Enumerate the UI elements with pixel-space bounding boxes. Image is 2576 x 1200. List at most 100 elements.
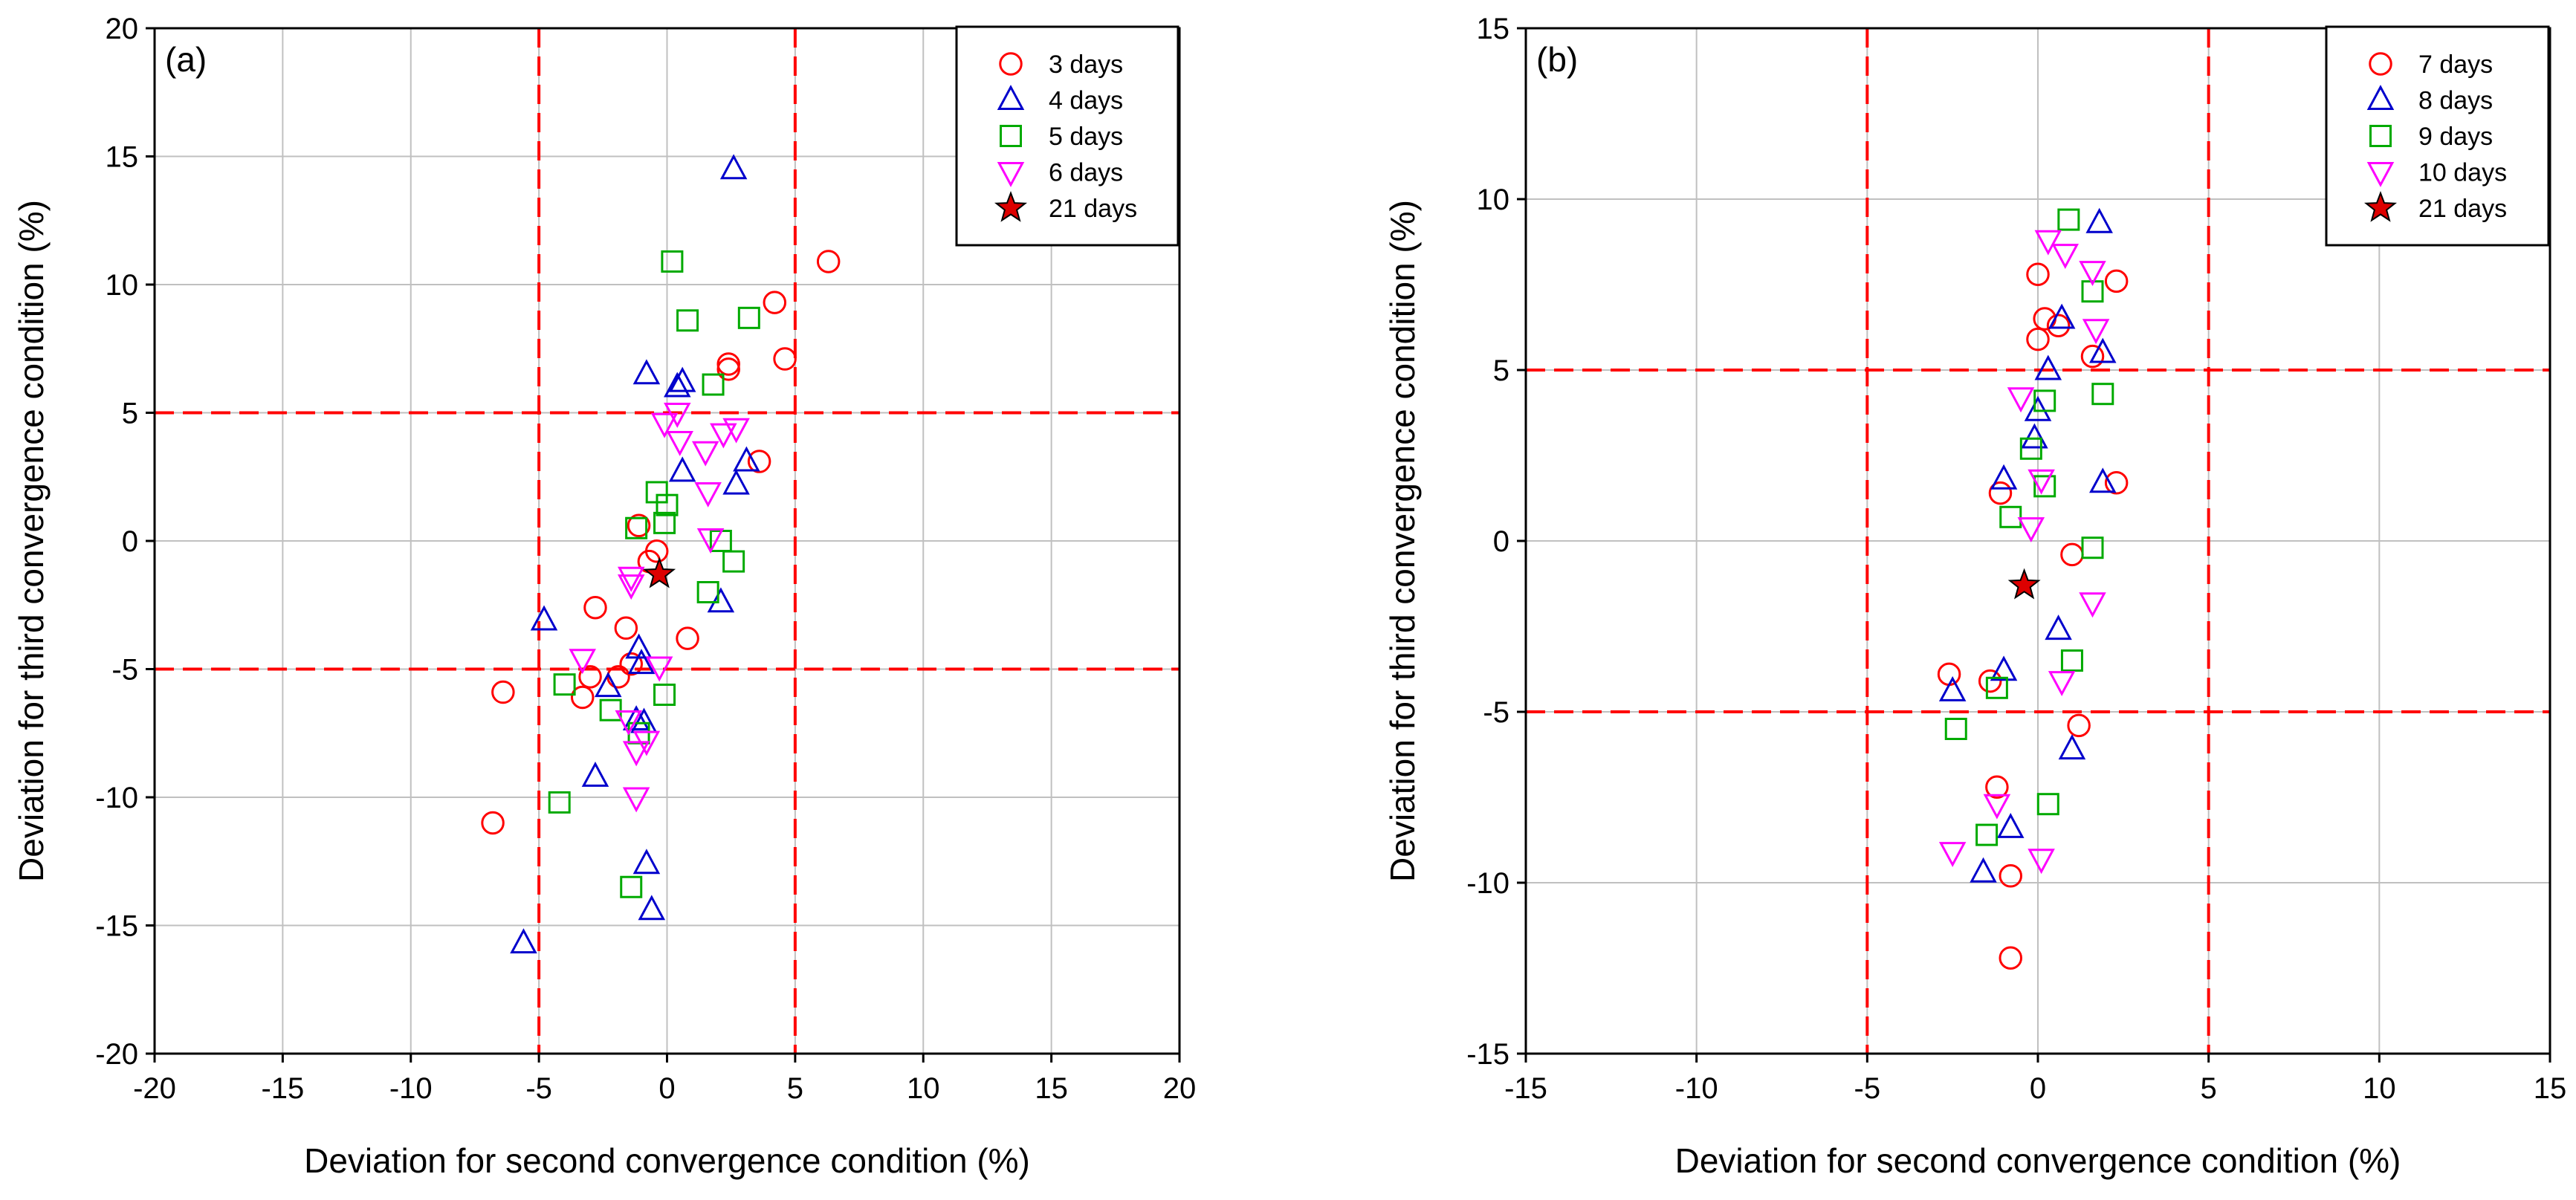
legend-marker bbox=[2363, 190, 2398, 222]
y-tick-label: -10 bbox=[1466, 867, 1509, 900]
legend: 3 days 4 days 5 days 6 days 21 days bbox=[955, 25, 1179, 247]
series-7-days bbox=[1937, 262, 2129, 970]
data-point bbox=[2028, 849, 2055, 875]
panel-label: (a) bbox=[165, 40, 207, 79]
data-point bbox=[622, 705, 650, 730]
y-axis-label: Deviation for third convergence conditio… bbox=[1383, 200, 1422, 882]
data-point bbox=[691, 441, 719, 467]
legend-label: 6 days bbox=[1049, 159, 1123, 187]
y-tick-label: 0 bbox=[122, 525, 138, 558]
data-point bbox=[643, 557, 676, 588]
data-point bbox=[2034, 354, 2062, 380]
x-tick-label: -15 bbox=[261, 1072, 304, 1105]
x-tick-label: -10 bbox=[389, 1072, 433, 1105]
legend-marker bbox=[2366, 85, 2395, 110]
data-point bbox=[2104, 471, 2129, 495]
data-point bbox=[737, 306, 760, 329]
data-point bbox=[650, 412, 679, 438]
legend-marker bbox=[2366, 162, 2395, 187]
data-point bbox=[2036, 793, 2059, 816]
data-point bbox=[653, 511, 676, 534]
data-point bbox=[2017, 517, 2045, 543]
data-point bbox=[2046, 314, 2071, 337]
data-point bbox=[1996, 812, 2025, 838]
data-point bbox=[481, 811, 505, 835]
data-point bbox=[2080, 344, 2105, 369]
data-point bbox=[614, 616, 638, 640]
x-tick-label: -5 bbox=[525, 1072, 552, 1105]
data-point bbox=[2007, 568, 2041, 600]
y-tick-label: 10 bbox=[1477, 184, 1510, 216]
data-point bbox=[1944, 718, 1967, 740]
y-tick-label: 10 bbox=[106, 269, 139, 302]
y-tick-label: 0 bbox=[1493, 525, 1509, 558]
series-4-days bbox=[510, 154, 760, 954]
data-point bbox=[548, 791, 571, 814]
x-tick-label: 0 bbox=[658, 1072, 675, 1105]
data-point bbox=[2058, 734, 2086, 760]
series-8-days bbox=[1938, 207, 2117, 883]
data-point bbox=[661, 250, 684, 273]
data-point bbox=[2067, 713, 2091, 738]
data-point bbox=[653, 684, 676, 706]
data-point bbox=[594, 672, 622, 698]
data-point bbox=[676, 626, 699, 650]
legend-label: 9 days bbox=[2418, 123, 2493, 151]
data-point bbox=[2034, 230, 2062, 256]
data-point bbox=[2057, 208, 2080, 231]
data-point bbox=[1990, 655, 2018, 681]
data-point bbox=[2026, 327, 2050, 351]
data-point bbox=[583, 595, 607, 620]
x-tick-label: 0 bbox=[2030, 1072, 2046, 1105]
x-axis-label: Deviation for second convergence conditi… bbox=[304, 1141, 1030, 1180]
legend: 7 days 8 days 9 days 10 days 21 days bbox=[2325, 25, 2550, 247]
data-point bbox=[617, 566, 645, 592]
data-point bbox=[627, 513, 651, 538]
legend-marker bbox=[997, 85, 1025, 110]
data-point bbox=[570, 685, 595, 710]
data-point bbox=[733, 446, 760, 472]
panel-b: -15 -10 -5 0 5 10 15 -15 -10 -5 0 5 10 15 Deviation fo… bbox=[1383, 13, 2566, 1180]
y-axis-label: Deviation for third convergence conditio… bbox=[12, 200, 51, 882]
y-tick-label: 15 bbox=[106, 141, 139, 174]
data-point bbox=[747, 450, 771, 473]
x-tick-label: 15 bbox=[2534, 1072, 2567, 1105]
data-point bbox=[2007, 387, 2035, 413]
y-tick-label: -5 bbox=[1483, 696, 1509, 729]
data-point bbox=[553, 673, 576, 696]
data-point bbox=[716, 352, 740, 376]
data-point bbox=[2091, 383, 2114, 406]
legend-label: 10 days bbox=[2418, 159, 2507, 187]
data-point bbox=[620, 875, 643, 898]
series-10-days bbox=[1938, 230, 2110, 875]
data-point bbox=[510, 928, 537, 954]
data-point bbox=[2033, 389, 2056, 412]
data-point bbox=[578, 665, 602, 689]
legend-label: 7 days bbox=[2418, 51, 2493, 79]
data-point bbox=[2079, 261, 2106, 287]
data-point bbox=[664, 372, 691, 398]
data-point bbox=[617, 574, 645, 600]
data-point bbox=[622, 787, 650, 813]
data-point bbox=[694, 481, 722, 507]
data-point bbox=[638, 895, 666, 921]
data-point bbox=[2045, 614, 2072, 640]
data-point bbox=[668, 456, 696, 482]
data-point bbox=[627, 649, 656, 675]
x-tick-label: 5 bbox=[787, 1072, 803, 1105]
data-point bbox=[1970, 857, 1997, 883]
data-point bbox=[722, 469, 750, 495]
data-point bbox=[656, 493, 679, 516]
x-axis-label: Deviation for second convergence conditi… bbox=[1675, 1141, 2401, 1180]
data-point bbox=[1985, 676, 2008, 699]
series-5-days bbox=[548, 250, 760, 898]
data-point bbox=[666, 430, 693, 456]
data-point bbox=[702, 373, 725, 396]
legend-label: 3 days bbox=[1049, 51, 1123, 79]
y-tick-label: -10 bbox=[95, 782, 138, 814]
series-9-days bbox=[1944, 208, 2114, 846]
x-tick-label: 10 bbox=[2363, 1072, 2396, 1105]
panel-a: -20 -15 -10 -5 0 5 10 15 20 -20 -15 -10 -5 0 5 10 15 20 De… bbox=[12, 13, 1196, 1180]
legend-label: 21 days bbox=[1049, 195, 1137, 223]
